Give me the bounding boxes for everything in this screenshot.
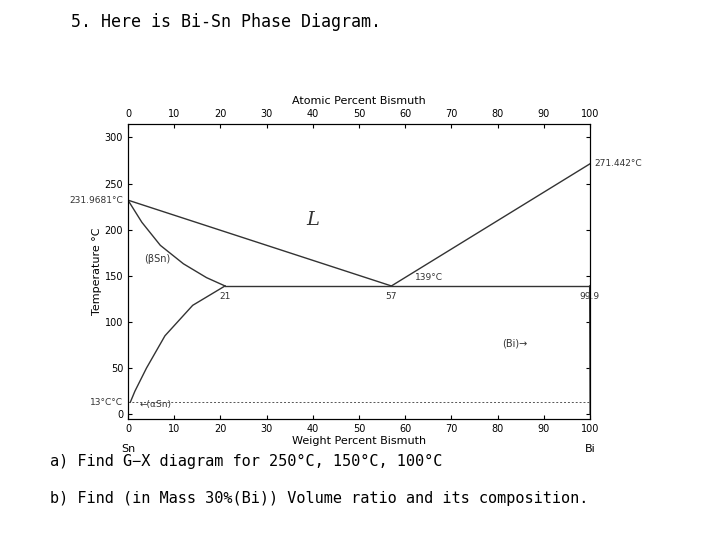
X-axis label: Atomic Percent Bismuth: Atomic Percent Bismuth — [292, 97, 426, 106]
Text: 271.442°C: 271.442°C — [594, 159, 642, 168]
Text: Sn: Sn — [121, 444, 135, 454]
Text: (Bi)→: (Bi)→ — [502, 339, 528, 349]
Text: ←(αSn): ←(αSn) — [139, 400, 171, 409]
Text: L: L — [306, 212, 319, 229]
Text: 13°C°C: 13°C°C — [90, 398, 124, 407]
Text: 5. Here is Bi-Sn Phase Diagram.: 5. Here is Bi-Sn Phase Diagram. — [71, 13, 381, 32]
Text: 99.9: 99.9 — [579, 293, 600, 301]
Text: 139°C: 139°C — [415, 273, 442, 282]
Y-axis label: Temperature °C: Temperature °C — [92, 228, 102, 315]
Text: 57: 57 — [385, 293, 397, 301]
Text: 231.9681°C: 231.9681°C — [70, 195, 124, 205]
Text: b) Find (in Mass 30%(Bi)) Volume ratio and its composition.: b) Find (in Mass 30%(Bi)) Volume ratio a… — [50, 491, 588, 506]
Text: (βSn): (βSn) — [144, 254, 171, 264]
X-axis label: Weight Percent Bismuth: Weight Percent Bismuth — [292, 437, 426, 446]
Text: 21: 21 — [220, 293, 230, 301]
Text: a) Find G−X diagram for 250°C, 150°C, 100°C: a) Find G−X diagram for 250°C, 150°C, 10… — [50, 454, 442, 469]
Text: Bi: Bi — [584, 444, 596, 454]
